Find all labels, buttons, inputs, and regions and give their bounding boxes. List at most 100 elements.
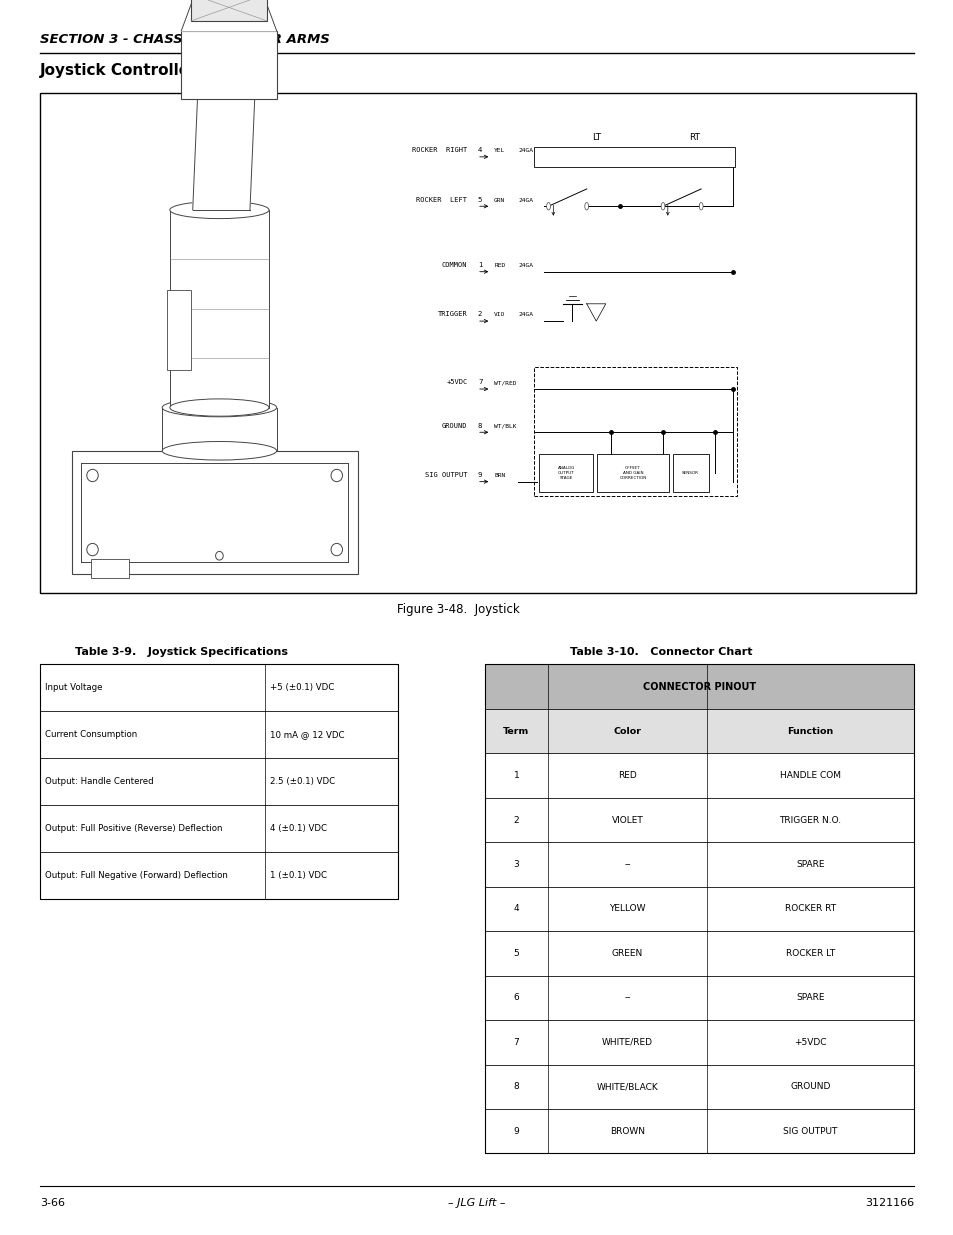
Text: BROWN: BROWN <box>610 1126 644 1136</box>
Text: 2: 2 <box>477 311 482 317</box>
Bar <box>40 664 397 899</box>
Text: 6: 6 <box>513 993 518 1003</box>
Text: 7: 7 <box>513 1037 518 1047</box>
Ellipse shape <box>546 203 550 210</box>
Polygon shape <box>193 99 254 210</box>
Bar <box>484 842 913 887</box>
Text: GROUND: GROUND <box>789 1082 830 1092</box>
Text: 24GA: 24GA <box>517 263 533 268</box>
Text: WHITE/BLACK: WHITE/BLACK <box>596 1082 658 1092</box>
Bar <box>484 664 913 1153</box>
Text: 5: 5 <box>477 196 482 203</box>
Text: 3121166: 3121166 <box>864 1198 913 1208</box>
Text: ANALOG
OUTPUT
STAGE: ANALOG OUTPUT STAGE <box>557 467 575 479</box>
Text: Output: Full Negative (Forward) Deflection: Output: Full Negative (Forward) Deflecti… <box>45 871 228 881</box>
Text: WT/RED: WT/RED <box>494 380 517 385</box>
Text: RT: RT <box>688 133 700 142</box>
Bar <box>484 887 913 931</box>
Text: RED: RED <box>494 263 505 268</box>
Bar <box>484 1065 913 1109</box>
Text: GRN: GRN <box>494 198 505 203</box>
Text: GROUND: GROUND <box>441 422 467 429</box>
Bar <box>40 805 397 852</box>
Text: 10 mA @ 12 VDC: 10 mA @ 12 VDC <box>270 730 344 740</box>
Bar <box>484 664 913 709</box>
Text: 5: 5 <box>513 948 518 958</box>
Text: WT/BLK: WT/BLK <box>494 424 517 429</box>
Bar <box>534 147 734 167</box>
Ellipse shape <box>331 469 342 482</box>
Text: Output: Full Positive (Reverse) Deflection: Output: Full Positive (Reverse) Deflecti… <box>45 824 222 834</box>
Text: VIO: VIO <box>494 312 505 317</box>
Text: Current Consumption: Current Consumption <box>45 730 137 740</box>
Text: Function: Function <box>786 726 833 736</box>
Bar <box>170 210 269 408</box>
Text: 1 (±0.1) VDC: 1 (±0.1) VDC <box>270 871 327 881</box>
Text: Table 3-9.   Joystick Specifications: Table 3-9. Joystick Specifications <box>74 647 288 657</box>
Bar <box>40 664 397 711</box>
Bar <box>91 559 129 578</box>
Bar <box>191 0 267 21</box>
Text: 1: 1 <box>513 771 518 781</box>
Text: 8: 8 <box>477 422 482 429</box>
Text: --: -- <box>623 993 630 1003</box>
Text: OFFSET
AND GAIN
CORRECTION: OFFSET AND GAIN CORRECTION <box>618 467 646 479</box>
Bar <box>40 93 915 593</box>
Ellipse shape <box>87 469 98 482</box>
Text: +5VDC: +5VDC <box>446 379 467 385</box>
Bar <box>40 852 397 899</box>
Text: 3-66: 3-66 <box>40 1198 65 1208</box>
Text: SENSOR: SENSOR <box>681 471 699 475</box>
Text: LT: LT <box>591 133 600 142</box>
Bar <box>672 454 708 492</box>
Ellipse shape <box>215 551 223 561</box>
Bar <box>484 1020 913 1065</box>
Text: SECTION 3 - CHASSIS & SCISSOR ARMS: SECTION 3 - CHASSIS & SCISSOR ARMS <box>40 32 330 46</box>
Text: Color: Color <box>613 726 641 736</box>
Text: TRIGGER: TRIGGER <box>437 311 467 317</box>
Text: YELLOW: YELLOW <box>609 904 645 914</box>
Ellipse shape <box>162 441 276 461</box>
Text: 8: 8 <box>513 1082 518 1092</box>
Bar <box>538 454 593 492</box>
Text: Output: Handle Centered: Output: Handle Centered <box>45 777 153 787</box>
Bar <box>484 798 913 842</box>
Text: 24GA: 24GA <box>517 312 533 317</box>
Text: SIG OUTPUT: SIG OUTPUT <box>782 1126 837 1136</box>
Text: VIOLET: VIOLET <box>611 815 642 825</box>
Text: Joystick Controller: Joystick Controller <box>40 63 197 78</box>
Text: 24GA: 24GA <box>517 198 533 203</box>
Text: ROCKER LT: ROCKER LT <box>785 948 834 958</box>
Bar <box>484 709 913 753</box>
Ellipse shape <box>660 203 664 210</box>
Bar <box>484 931 913 976</box>
Text: 2.5 (±0.1) VDC: 2.5 (±0.1) VDC <box>270 777 335 787</box>
Text: 9: 9 <box>477 472 482 478</box>
Text: SPARE: SPARE <box>796 993 823 1003</box>
Text: +5 (±0.1) VDC: +5 (±0.1) VDC <box>270 683 335 693</box>
Text: 4: 4 <box>513 904 518 914</box>
Ellipse shape <box>584 203 588 210</box>
Text: YEL: YEL <box>494 148 505 153</box>
Text: 3: 3 <box>513 860 518 869</box>
Text: 2: 2 <box>513 815 518 825</box>
Ellipse shape <box>170 399 269 416</box>
Text: HANDLE COM: HANDLE COM <box>780 771 841 781</box>
Text: --: -- <box>623 860 630 869</box>
Ellipse shape <box>87 543 98 556</box>
Text: 1: 1 <box>477 262 482 268</box>
Text: Table 3-10.   Connector Chart: Table 3-10. Connector Chart <box>569 647 752 657</box>
Text: ROCKER  RIGHT: ROCKER RIGHT <box>412 147 467 153</box>
Text: – JLG Lift –: – JLG Lift – <box>448 1198 505 1208</box>
Text: 9: 9 <box>513 1126 518 1136</box>
Text: Figure 3-48.  Joystick: Figure 3-48. Joystick <box>396 603 518 616</box>
Bar <box>40 711 397 758</box>
Text: Term: Term <box>503 726 529 736</box>
Bar <box>597 454 668 492</box>
Text: ROCKER  LEFT: ROCKER LEFT <box>416 196 467 203</box>
Text: Input Voltage: Input Voltage <box>45 683 102 693</box>
Bar <box>40 758 397 805</box>
Text: WHITE/RED: WHITE/RED <box>601 1037 653 1047</box>
Text: CONNECTOR PINOUT: CONNECTOR PINOUT <box>642 682 755 692</box>
Text: SIG OUTPUT: SIG OUTPUT <box>424 472 467 478</box>
